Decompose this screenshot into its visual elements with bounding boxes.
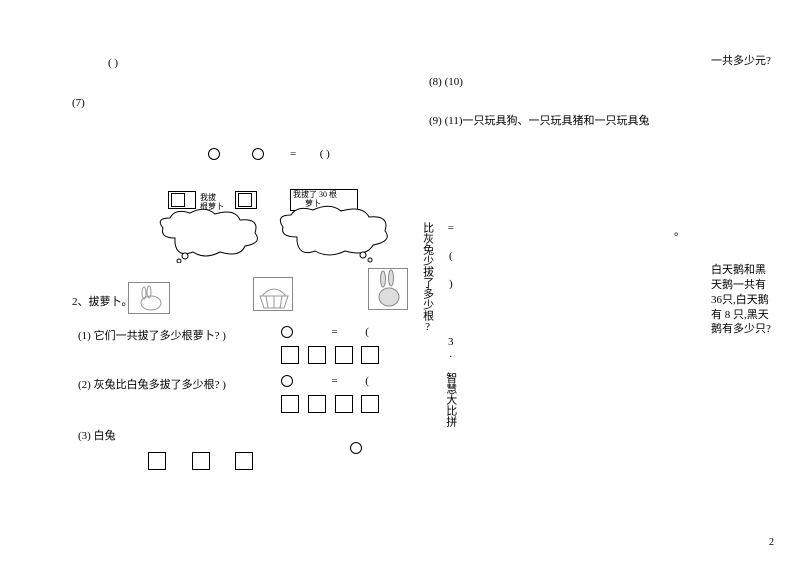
thought-cloud-left	[155, 208, 265, 263]
answer-box[interactable]	[281, 395, 299, 413]
white-rabbit-image	[128, 282, 170, 314]
item-9-11: (9) (11)一只玩具狗、一只玩具猪和一只玩具兔	[429, 112, 650, 128]
q1-text: (1) 它们一共拔了多少根萝卜? )	[78, 328, 278, 346]
q3-trailing-circle	[350, 442, 362, 454]
answer-box[interactable]	[235, 452, 253, 470]
q3-boxes	[145, 452, 256, 470]
gray-rabbit-image	[368, 268, 408, 310]
answer-box[interactable]	[361, 395, 379, 413]
op-circle	[281, 375, 293, 387]
speech-box-white-begin	[168, 191, 196, 209]
basket-image	[253, 277, 293, 311]
swan-question: 白天鹅和黑天鹅一共有 36只,白天鹅有 8 只,黑天鹅有多少只?	[711, 263, 771, 337]
answer-box[interactable]	[335, 395, 353, 413]
page-number: 2	[769, 537, 774, 548]
q2-text: (2) 灰兔比白兔多拔了多少根? )	[78, 377, 278, 395]
q2-boxes-row	[278, 395, 382, 413]
answer-box[interactable]	[171, 193, 185, 207]
answer-box[interactable]	[335, 346, 353, 364]
answer-box[interactable]	[238, 193, 252, 207]
q2-equation: = (	[278, 375, 369, 387]
vcol-gray-less: 比灰兔少拔了多少根?	[418, 222, 436, 432]
q3-text: (3) 白兔	[78, 427, 116, 443]
operand-circle	[208, 148, 220, 160]
paren-blank: ( )	[108, 57, 118, 69]
equals: =	[332, 326, 338, 338]
thought-cloud-right	[275, 205, 395, 263]
vcol-eq: = ( )	[440, 222, 460, 342]
answer-box[interactable]	[192, 452, 210, 470]
speech-box-white-end	[235, 191, 257, 209]
operator-circle	[252, 148, 264, 160]
period-dot: 。	[674, 223, 685, 239]
answer-box[interactable]	[148, 452, 166, 470]
answer-box[interactable]	[281, 346, 299, 364]
answer-box[interactable]	[361, 346, 379, 364]
equals-sign: =	[290, 148, 296, 160]
total-price-question: 一共多少元?	[711, 54, 771, 69]
q1-equation: = (	[278, 326, 369, 338]
open-paren: (	[365, 326, 369, 338]
eq-line-top: = ( )	[205, 148, 330, 160]
answer-box[interactable]	[308, 346, 326, 364]
answer-box[interactable]	[308, 395, 326, 413]
eq-result-blank: ( )	[320, 148, 330, 160]
q1-boxes-row	[278, 346, 382, 364]
item-8-10: (8) (10)	[429, 76, 463, 88]
section-2-title: 2、拔萝卜。	[72, 293, 133, 309]
equals: =	[332, 375, 338, 387]
open-paren: (	[365, 375, 369, 387]
op-circle	[281, 326, 293, 338]
vcol-section3: 3. 智慧大比拼	[440, 336, 460, 486]
item-7: (7)	[72, 97, 85, 109]
